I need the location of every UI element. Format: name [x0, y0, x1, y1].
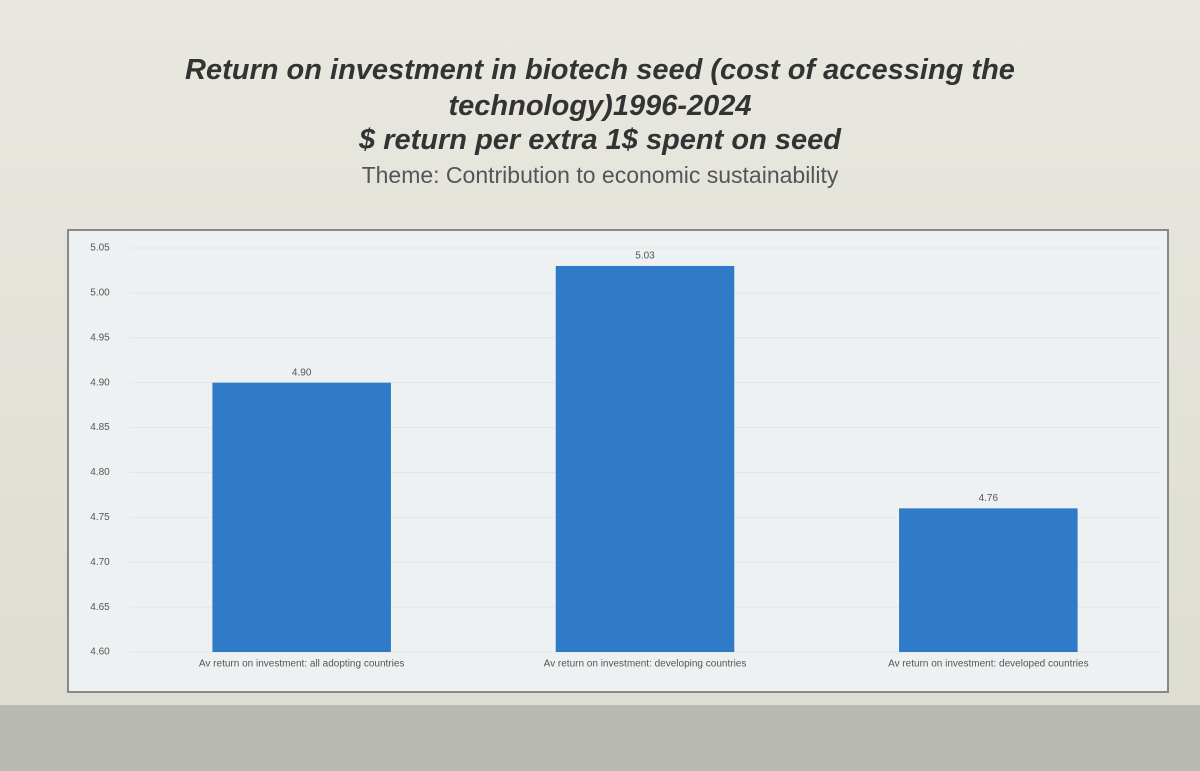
y-tick-label: 4.85: [90, 422, 110, 433]
y-tick-label: 4.80: [90, 467, 110, 478]
y-tick-label: 4.95: [90, 332, 110, 343]
y-tick-label: 5.05: [90, 243, 110, 254]
y-tick-label: 4.70: [90, 557, 110, 568]
y-tick-label: 4.65: [90, 602, 110, 613]
value-label: 5.03: [635, 251, 655, 262]
screen-bezel: [0, 705, 1200, 771]
chart-subtitle: $ return per extra 1$ spent on seed: [359, 124, 841, 156]
bar: [555, 265, 735, 652]
y-tick-label: 4.75: [90, 512, 110, 523]
chart-theme: Theme: Contribution to economic sustaina…: [361, 162, 839, 188]
y-tick-label: 5.00: [90, 288, 110, 299]
value-label: 4.90: [292, 367, 312, 378]
y-tick-label: 4.60: [90, 647, 110, 658]
value-label: 4.76: [979, 493, 999, 504]
bar: [899, 508, 1078, 652]
x-tick-label: Av return on investment: developing coun…: [544, 659, 747, 670]
chart-title: Return on investment in biotech seed (co…: [185, 54, 1015, 122]
y-tick-label: 4.90: [90, 377, 110, 388]
x-tick-label: Av return on investment: developed count…: [888, 659, 1089, 670]
bar: [212, 382, 391, 652]
x-tick-label: Av return on investment: all adopting co…: [199, 659, 405, 670]
